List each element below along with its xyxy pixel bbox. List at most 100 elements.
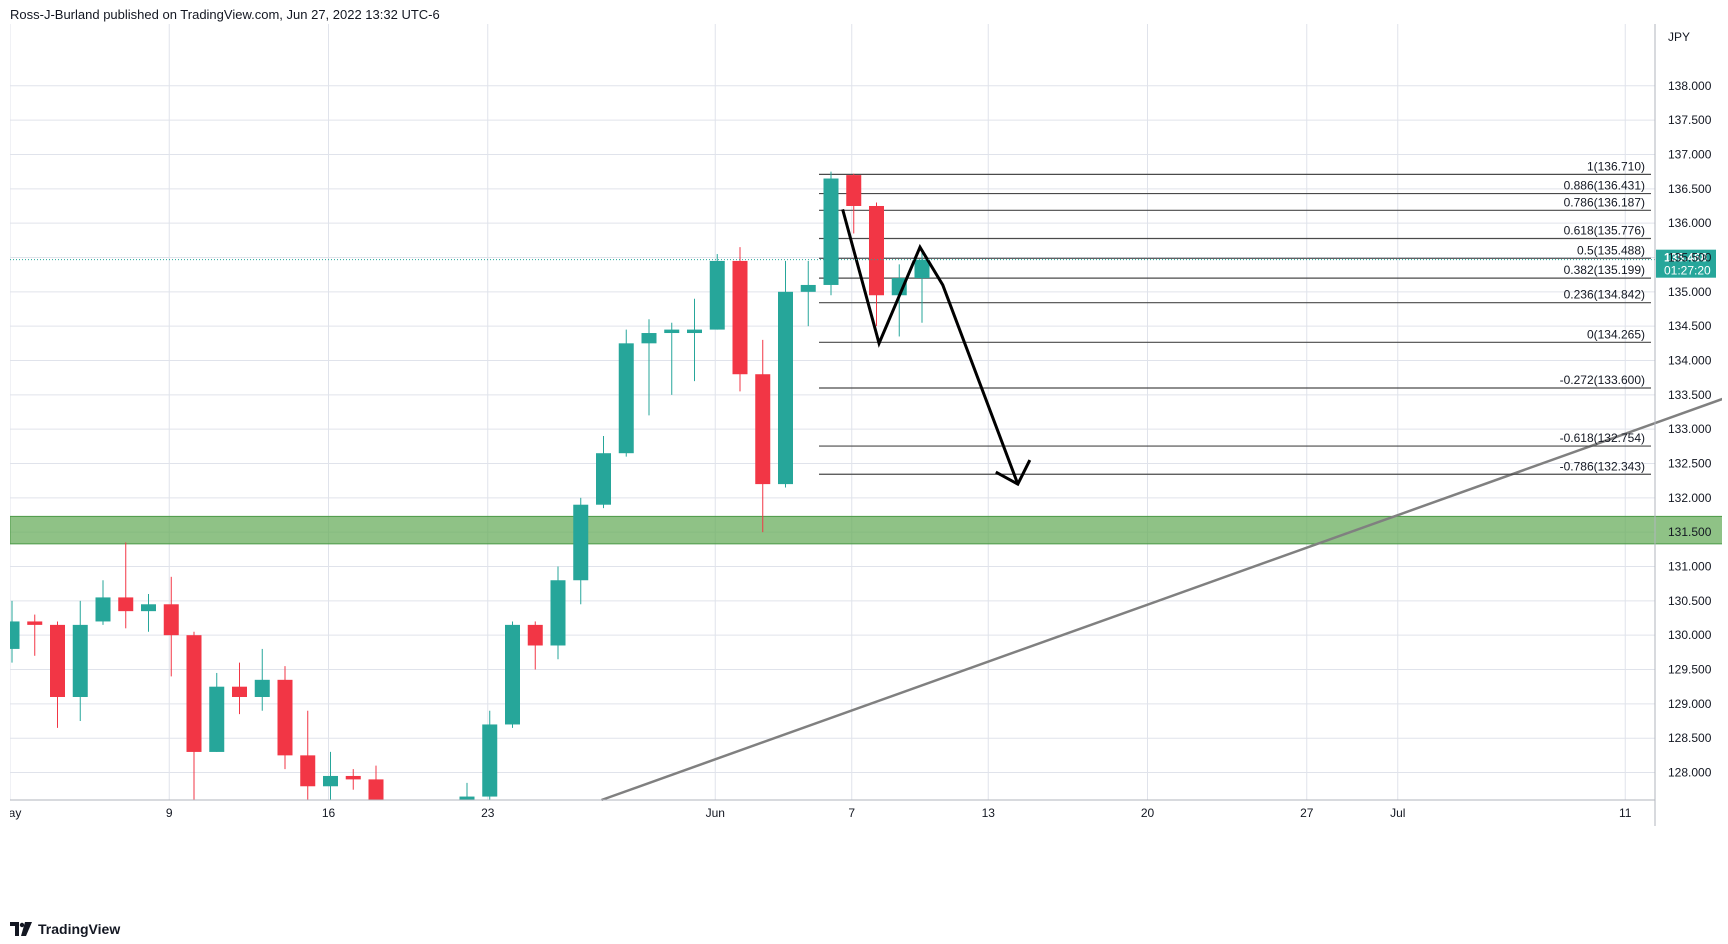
candle-bullish [10, 621, 20, 649]
candle-bearish [277, 679, 293, 756]
candle-bearish [163, 604, 179, 636]
fib-level-label: -0.272(133.600) [1560, 373, 1645, 387]
tradingview-brand-text: TradingView [38, 921, 121, 937]
price-chart[interactable]: 1(136.710) 0.886(136.431) 0.786(136.187) 0.… [10, 24, 1722, 912]
candle-bullish [459, 796, 475, 800]
fibonacci-layer: 1(136.710) 0.886(136.431) 0.786(136.187) 0.… [819, 159, 1651, 475]
fib-level-label: -0.618(132.754) [1560, 431, 1645, 445]
candle-bullish [505, 624, 520, 725]
candle-bullish [573, 504, 589, 581]
fib-level-label: 0.5(135.488) [1577, 243, 1645, 257]
candle-bullish [72, 624, 88, 697]
x-tick-label: 13 [982, 806, 996, 820]
chart-canvas[interactable]: 1(136.710) 0.886(136.431) 0.786(136.187) 0.… [10, 24, 1722, 912]
candle-bullish [800, 284, 816, 292]
candle-bullish [95, 597, 111, 622]
projection-arrow-path [841, 209, 1020, 485]
y-tick-label: 130.000 [1668, 628, 1712, 642]
y-tick-label: 137.500 [1668, 113, 1712, 127]
y-tick-label: 138.000 [1668, 79, 1712, 93]
y-tick-label: 131.000 [1668, 560, 1712, 574]
support-zone [10, 515, 1722, 545]
candle-bullish [641, 333, 657, 344]
candle-bullish [141, 604, 156, 612]
y-tick-label: 128.500 [1668, 731, 1712, 745]
candle-bullish [778, 291, 793, 485]
current-price-countdown: 01:27:20 [1664, 264, 1711, 278]
candle-bearish [869, 205, 884, 296]
x-tick-label: 20 [1141, 806, 1155, 820]
tradingview-footer[interactable]: TradingView [10, 918, 120, 940]
x-tick-label: 27 [1300, 806, 1314, 820]
y-tick-label: 130.500 [1668, 594, 1712, 608]
y-tick-label: 137.000 [1668, 147, 1712, 161]
candle-bearish [755, 374, 771, 485]
x-tick-label: 16 [322, 806, 336, 820]
current-price-badge [1656, 249, 1716, 278]
x-tick-label: 7 [848, 806, 855, 820]
currency-label: JPY [1668, 30, 1690, 44]
candle-bullish [482, 724, 498, 797]
y-tick-label: 129.500 [1668, 663, 1712, 677]
candle-bullish [891, 278, 907, 296]
x-tick-label: Jul [1390, 806, 1405, 820]
fib-level-label: 0(134.265) [1587, 327, 1645, 341]
y-tick-label: 132.500 [1668, 457, 1712, 471]
candle-bearish [27, 621, 43, 625]
candle-bearish [846, 175, 862, 206]
tradingview-logo-icon [10, 922, 32, 936]
ascending-trendline [601, 397, 1722, 802]
y-tick-label: 133.000 [1668, 422, 1712, 436]
x-tick-label: 23 [481, 806, 495, 820]
fib-level-label: 0.886(136.431) [1564, 179, 1645, 193]
candle-bearish [300, 755, 316, 787]
y-tick-label: 134.000 [1668, 353, 1712, 367]
axes-layer: JPY 138.000 137.500 137.000 136.500 136.000 1… [10, 24, 1712, 826]
y-tick-label: 132.000 [1668, 491, 1712, 505]
current-price-value: 135.468 [1664, 251, 1708, 265]
candle-bullish [664, 329, 680, 334]
candle-bearish [345, 775, 361, 780]
projection-arrow-layer [841, 209, 1032, 487]
publisher-caption: Ross-J-Burland published on TradingView.… [10, 7, 440, 22]
fib-level-label: 0.786(136.187) [1564, 195, 1645, 209]
y-tick-label: 136.000 [1668, 216, 1712, 230]
candle-bullish [323, 775, 338, 787]
candle-bullish [709, 260, 725, 330]
candles-layer [10, 171, 930, 800]
x-tick-label: 11 [1619, 806, 1632, 820]
y-tick-label: 133.500 [1668, 388, 1712, 402]
fib-level-label: 0.618(135.776) [1564, 224, 1645, 238]
candle-bullish [596, 453, 611, 505]
candle-bullish [914, 259, 930, 279]
candle-bearish [186, 635, 202, 752]
y-tick-label: 135.000 [1668, 285, 1712, 299]
x-tick-label: May [10, 806, 21, 820]
y-tick-label: 135.500 [1668, 250, 1712, 264]
candle-bullish [254, 679, 270, 697]
candle-bearish [232, 686, 247, 697]
y-tick-label: 128.000 [1668, 766, 1712, 780]
candle-bullish [687, 329, 702, 334]
candle-bearish [118, 597, 134, 612]
candle-bullish [618, 343, 634, 454]
candle-bullish [209, 686, 225, 752]
x-tick-label: Jun [706, 806, 725, 820]
projection-arrow-head [995, 459, 1032, 487]
candle-bearish [527, 624, 543, 646]
support-zone-layer [10, 515, 1722, 545]
trendline-layer [601, 397, 1722, 802]
candle-bullish [823, 178, 839, 285]
y-tick-label: 136.500 [1668, 182, 1712, 196]
candle-bearish [50, 624, 65, 697]
fib-level-label: 1(136.710) [1587, 159, 1645, 173]
y-tick-label: 129.000 [1668, 697, 1712, 711]
candle-bearish [368, 779, 384, 800]
y-tick-label: 134.500 [1668, 319, 1712, 333]
fib-level-label: 0.382(135.199) [1564, 263, 1645, 277]
candle-bullish [550, 580, 566, 646]
x-tick-label: 9 [166, 806, 173, 820]
y-tick-label: 131.500 [1668, 525, 1712, 539]
fib-level-label: -0.786(132.343) [1560, 459, 1645, 473]
